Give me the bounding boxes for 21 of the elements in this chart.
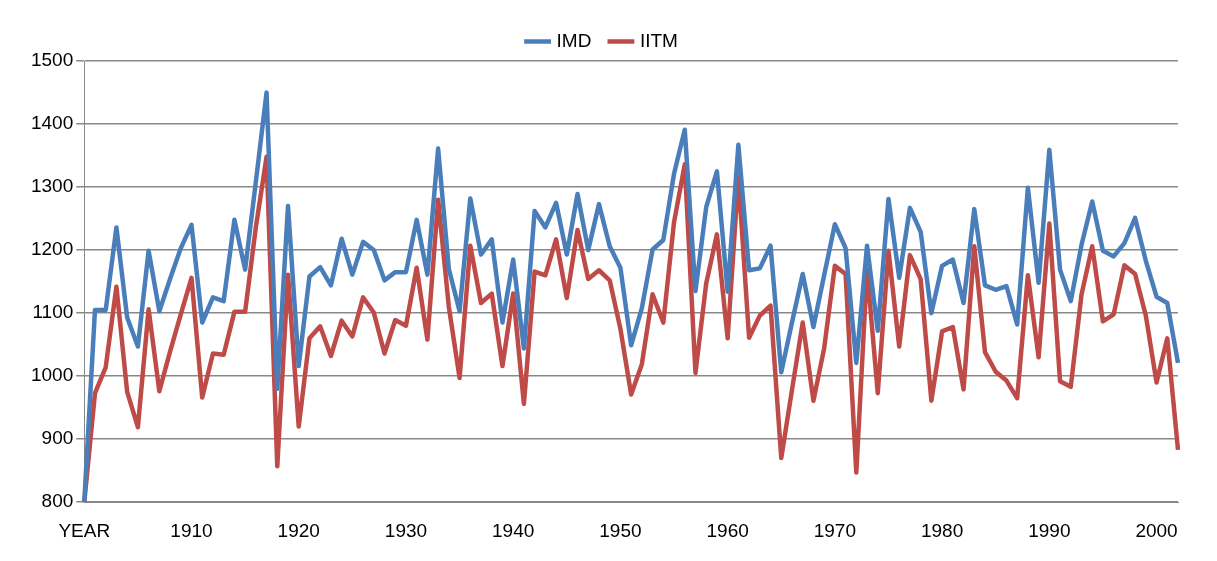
x-tick-label: 1970 [813,519,857,541]
x-tick-label: 1910 [170,519,213,541]
x-tick-label: 1960 [706,519,749,541]
legend-label: IITM [639,29,678,51]
x-tick-label: YEAR [58,519,111,541]
x-tick-label: 1920 [277,519,320,541]
x-tick-label: 1950 [599,519,642,541]
x-tick-label: 1930 [384,519,428,541]
legend-label: IMD [556,29,592,51]
y-tick-label: 1000 [30,364,74,386]
y-tick-label: 800 [41,490,74,512]
y-tick-label: 900 [41,427,74,449]
x-tick-label: 1940 [492,519,535,541]
y-tick-label: 1400 [30,112,74,134]
y-tick-label: 1300 [30,175,74,197]
y-tick-label: 1500 [30,49,74,71]
x-tick-label: 1980 [920,519,964,541]
x-tick-label: 2000 [1135,519,1178,541]
y-tick-label: 1200 [30,238,74,260]
y-tick-label: 1100 [32,301,74,323]
x-tick-label: 1990 [1028,519,1071,541]
